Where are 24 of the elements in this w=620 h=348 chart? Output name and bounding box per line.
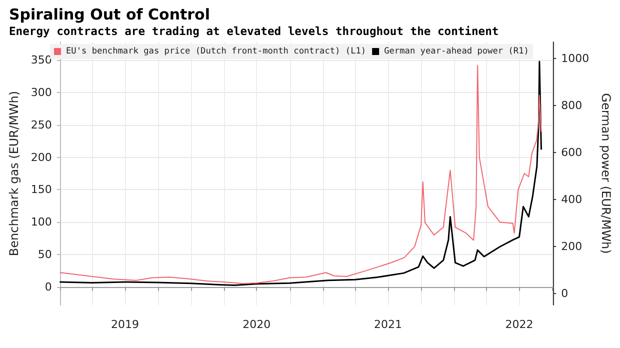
y-tick-label: 200 [30,150,52,164]
y2-tick-label: 800 [561,98,582,112]
y-tick-label: 300 [30,86,52,100]
legend-label: German year-ahead power (R1) [384,46,529,56]
x-tick-label: 2021 [374,318,402,331]
y-axis-title: Benchmark gas (EUR/MWh) [7,90,21,256]
x-tick-label: 2022 [505,318,534,331]
y2-tick-label: 200 [561,240,582,253]
y2-axis-title: German power (EUR/MWh) [599,93,613,254]
y2-tick-label: 0 [561,286,568,300]
y2-tick-label: 600 [561,146,582,159]
x-tick-label: 2019 [111,318,140,331]
y-tick-label: 50 [38,248,52,261]
chart-title: Spiraling Out of Control [9,6,210,24]
y-tick-label: 150 [30,183,52,196]
y-tick-label: 100 [30,216,52,229]
x-tick-label: 2020 [242,318,271,331]
legend-label: EU's benchmark gas price (Dutch front-month contract) (L1) [66,46,366,56]
y-tick-label: 350 [30,54,52,67]
y-tick-label: 0 [44,280,52,294]
chart-subtitle: Energy contracts are trading at elevated levels throughout the continent [9,25,499,38]
y-tick-label: 250 [30,118,52,132]
y2-tick-label: 1000 [561,52,590,65]
y2-tick-label: 400 [561,192,582,206]
